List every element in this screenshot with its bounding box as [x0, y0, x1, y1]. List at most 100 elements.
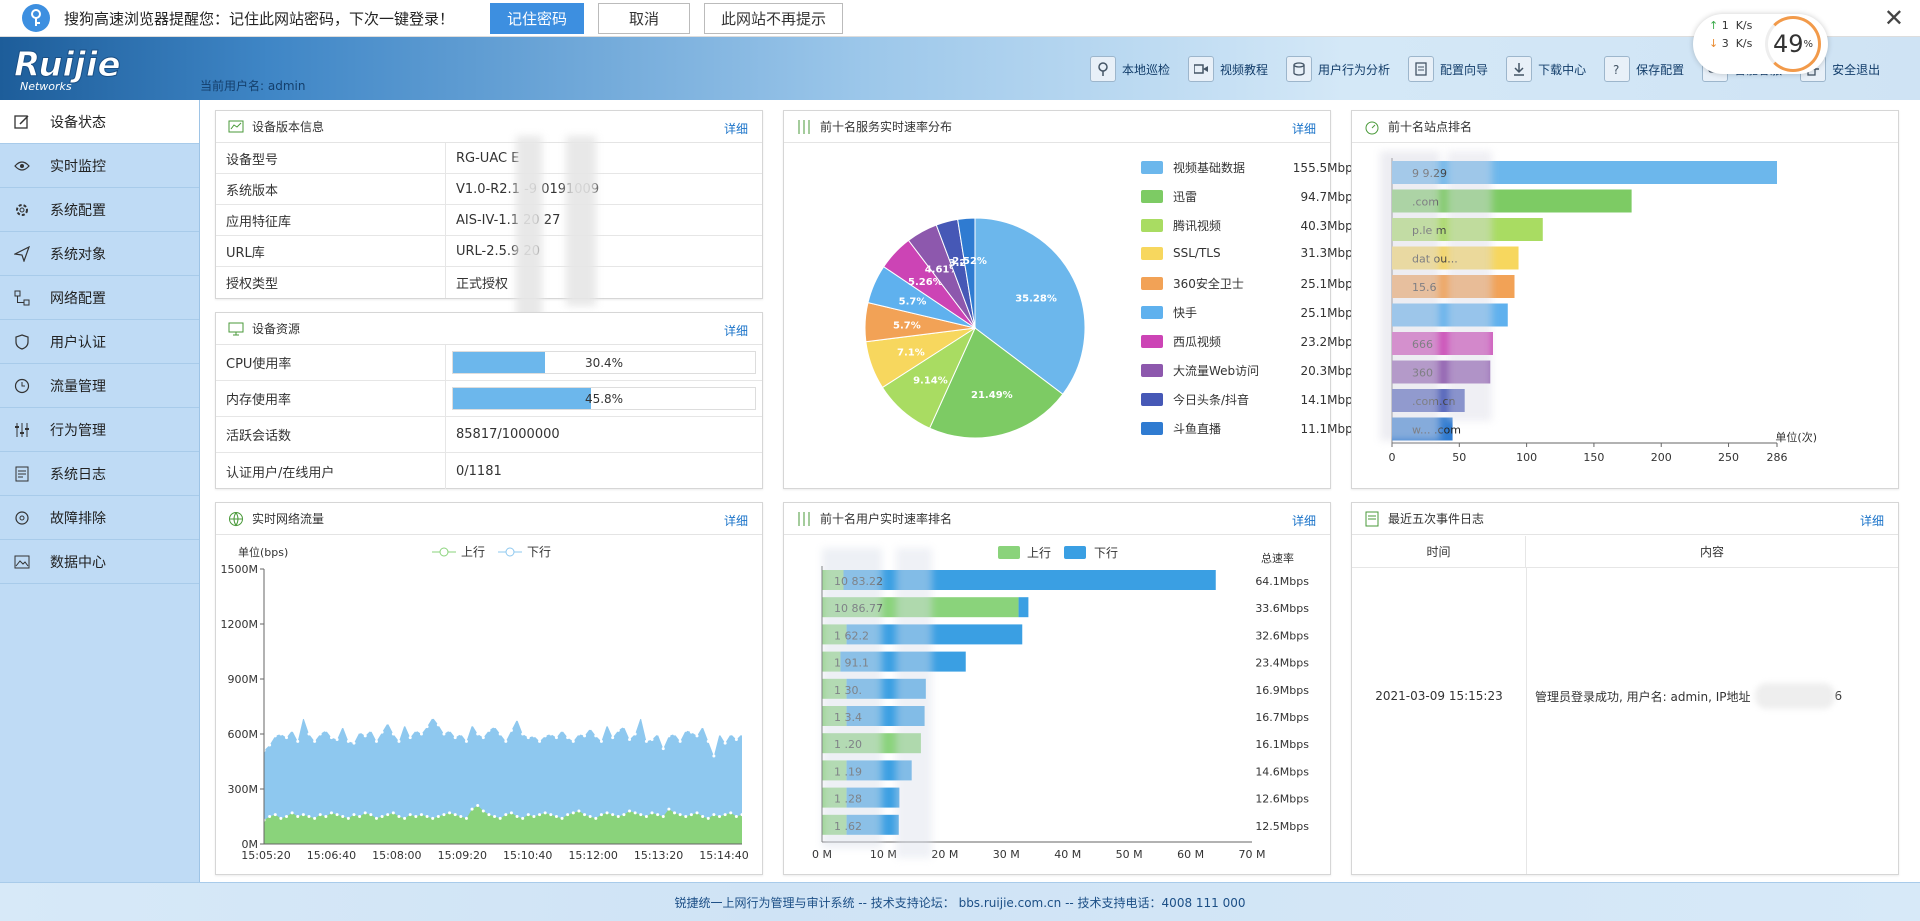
pie-slice-label: 5.7%: [899, 297, 927, 308]
legend-item[interactable]: 迅雷 94.7Mbps: [1141, 188, 1359, 205]
key-icon: [22, 4, 50, 32]
pie-more-link[interactable]: 详细: [1291, 122, 1316, 136]
data-point: [740, 732, 744, 736]
data-point: [476, 804, 480, 807]
legend-swatch: [1141, 277, 1163, 290]
data-point: [661, 747, 665, 751]
legend-item[interactable]: 360安全卫士 25.1Mbps: [1141, 275, 1359, 292]
data-point: [554, 815, 558, 818]
data-point: [386, 721, 390, 725]
sidebar-item-system-config[interactable]: 系统配置: [0, 188, 199, 232]
data-point: [324, 728, 328, 732]
page-footer: 锐捷统一上网行为管理与审计系统 -- 技术支持论坛： bbs.ruijie.co…: [0, 882, 1920, 921]
sidebar-item-user-auth[interactable]: 用户认证: [0, 320, 199, 364]
data-point: [284, 736, 288, 740]
legend-item[interactable]: 腾讯视频 40.3Mbps: [1141, 217, 1359, 234]
data-point: [313, 816, 317, 820]
data-point: [403, 723, 407, 727]
nav-config-wizard[interactable]: 配置向导: [1408, 49, 1488, 89]
sidebar-item-troubleshoot[interactable]: 故障排除: [0, 496, 199, 540]
legend-label: 360安全卫士: [1173, 277, 1244, 291]
data-point: [380, 730, 384, 734]
x-tick-label: 15:10:40: [503, 849, 552, 862]
redaction-blur: [896, 548, 932, 858]
legend-swatch: [1141, 393, 1163, 406]
legend-item[interactable]: 视频基础数据 155.5Mbps: [1141, 159, 1359, 176]
legend-item[interactable]: SSL/TLS 31.3Mbps: [1141, 246, 1359, 260]
table-row: 授权类型 正式授权: [216, 267, 762, 298]
sidebar-item-data-center[interactable]: 数据中心: [0, 540, 199, 584]
data-point: [644, 739, 648, 743]
nav-behavior-analysis[interactable]: 用户行为分析: [1286, 49, 1390, 89]
never-prompt-button[interactable]: 此网站不再提示: [704, 2, 844, 34]
sidebar-item-traffic-mgmt[interactable]: 流量管理: [0, 364, 199, 408]
sidebar-item-network-config[interactable]: 网络配置: [0, 276, 199, 320]
data-point: [481, 736, 485, 740]
redaction-blur: [1754, 683, 1835, 709]
x-tick-label: 15:09:20: [438, 849, 487, 862]
data-point: [369, 813, 373, 817]
data-point: [622, 725, 626, 729]
close-icon[interactable]: ✕: [1883, 4, 1904, 32]
data-point: [718, 815, 722, 818]
y-axis-label: 单位(bps): [238, 545, 288, 559]
sidebar-item-realtime-monitor[interactable]: 实时监控: [0, 144, 199, 188]
traffic-more-link[interactable]: 详细: [723, 514, 748, 528]
events-more-link[interactable]: 详细: [1859, 514, 1884, 528]
data-point: [493, 725, 497, 729]
remember-password-button[interactable]: 记住密码: [490, 2, 585, 34]
x-tick-label: 40 M: [1054, 848, 1081, 861]
bar-total: 23.4Mbps: [1255, 657, 1309, 670]
data-point: [594, 734, 598, 738]
sidebar-item-system-log[interactable]: 系统日志: [0, 452, 199, 496]
nav-download-center[interactable]: 下载中心: [1506, 49, 1586, 89]
sidebar-item-behavior-mgmt[interactable]: 行为管理: [0, 408, 199, 452]
sidebar-item-system-objects[interactable]: 系统对象: [0, 232, 199, 276]
table-row: 设备型号 RG-UAC E: [216, 143, 762, 174]
logo-text: Ruijie: [14, 45, 121, 85]
sidebar-item-label: 行为管理: [50, 422, 106, 439]
device-info-more-link[interactable]: 详细: [723, 122, 748, 136]
table-row: 应用特征库 AIS-IV-1.1 20 27: [216, 205, 762, 236]
legend-item[interactable]: 西瓜视频 23.2Mbps: [1141, 333, 1359, 350]
data-point: [515, 815, 519, 818]
legend-item[interactable]: 大流量Web访问 20.3Mbps: [1141, 362, 1359, 379]
nav-video-tutorial[interactable]: 视频教程: [1188, 49, 1268, 89]
nav-save-config[interactable]: ? 保存配置: [1604, 49, 1684, 89]
legend-item[interactable]: 快手 25.1Mbps: [1141, 304, 1359, 321]
network-speed-widget[interactable]: ↑ 1 K/s ↓ 3 K/s 49%: [1693, 14, 1828, 74]
eye-icon: [12, 156, 32, 176]
device-resource-more-link[interactable]: 详细: [723, 324, 748, 338]
data-point: [532, 734, 536, 738]
nav-local-inspection[interactable]: 本地巡检: [1090, 49, 1170, 89]
data-point: [566, 736, 570, 740]
data-point: [729, 732, 733, 736]
cancel-button[interactable]: 取消: [598, 2, 691, 34]
wrench-icon: [12, 508, 32, 528]
legend-label-down: 下行: [527, 545, 551, 559]
legend-label-down: 下行: [1094, 546, 1118, 560]
data-point: [577, 732, 581, 736]
legend-swatch: [1141, 422, 1163, 435]
data-point: [363, 734, 367, 738]
data-point: [628, 738, 632, 741]
data-point: [391, 811, 395, 815]
sidebar-item-device-status[interactable]: 设备状态: [0, 100, 199, 144]
data-point: [526, 813, 530, 817]
data-point: [290, 811, 294, 815]
data-point: [701, 815, 705, 818]
legend-item[interactable]: 今日头条/抖音 14.1Mbps: [1141, 391, 1359, 408]
location-icon: [1090, 56, 1116, 82]
pie-slice: [974, 217, 1086, 395]
data-point: [341, 725, 345, 729]
data-point: [459, 732, 463, 736]
y-tick-label: 1500M: [221, 563, 259, 576]
legend-item[interactable]: 斗鱼直播 11.1Mbps: [1141, 420, 1359, 437]
table-row: URL库 URL-2.5.9 20: [216, 236, 762, 267]
data-point: [734, 815, 738, 818]
data-point: [611, 813, 615, 817]
data-point: [504, 813, 508, 817]
users-more-link[interactable]: 详细: [1291, 514, 1316, 528]
